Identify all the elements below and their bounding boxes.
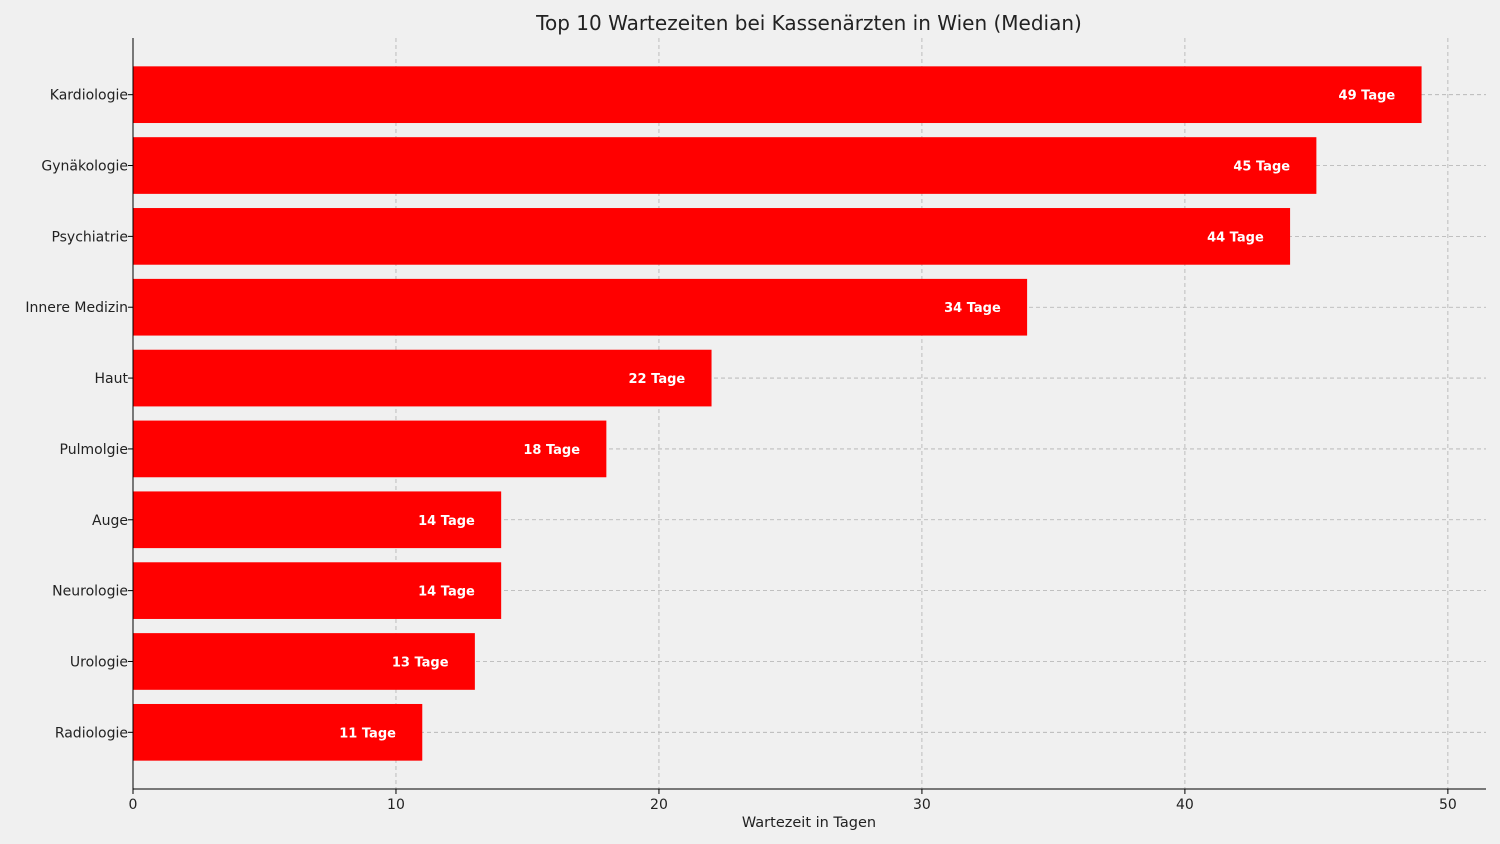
y-tick-label: Radiologie xyxy=(55,725,128,741)
y-tick-label: Neurologie xyxy=(52,584,128,600)
data-label: 22 Tage xyxy=(629,372,686,387)
data-label: 18 Tage xyxy=(523,443,580,458)
bar xyxy=(133,703,423,761)
bars xyxy=(133,66,1422,761)
data-label: 34 Tage xyxy=(944,301,1001,316)
y-tick-label: Kardiologie xyxy=(50,88,128,104)
x-axis-label: Wartezeit in Tagen xyxy=(742,815,876,831)
y-tick-label: Innere Medizin xyxy=(25,300,128,316)
bar xyxy=(133,66,1422,124)
x-tick-label: 0 xyxy=(129,797,138,813)
y-tick-labels: Kardiologie Gynäkologie Psychiatrie Innere … xyxy=(25,88,133,741)
bar xyxy=(133,420,607,478)
x-tick-labels: 0 10 20 30 40 50 xyxy=(129,789,1457,813)
y-tick-label: Gynäkologie xyxy=(41,159,128,175)
x-tick-label: 30 xyxy=(913,797,931,813)
data-label: 13 Tage xyxy=(392,655,449,670)
bar xyxy=(133,208,1291,265)
bar xyxy=(133,278,1028,336)
y-tick-label: Pulmolgie xyxy=(60,442,128,458)
bar xyxy=(133,137,1317,194)
bar xyxy=(133,562,502,619)
data-label: 11 Tage xyxy=(339,726,396,741)
data-labels: 49 Tage 45 Tage 44 Tage 34 Tage 22 Tage 18 Ta… xyxy=(339,89,1395,742)
bar xyxy=(133,491,502,549)
data-label: 45 Tage xyxy=(1233,160,1290,175)
y-tick-label: Auge xyxy=(92,513,128,529)
y-tick-label: Haut xyxy=(95,371,129,387)
bar xyxy=(133,349,712,407)
x-tick-label: 10 xyxy=(387,797,405,813)
data-label: 44 Tage xyxy=(1207,230,1264,245)
y-tick-label: Urologie xyxy=(70,654,128,670)
x-tick-label: 40 xyxy=(1176,797,1194,813)
x-tick-label: 20 xyxy=(650,797,668,813)
data-label: 14 Tage xyxy=(418,514,475,529)
data-label: 14 Tage xyxy=(418,585,475,600)
bar xyxy=(133,633,475,690)
chart-title: Top 10 Wartezeiten bei Kassenärzten in W… xyxy=(535,11,1082,35)
y-tick-label: Psychiatrie xyxy=(51,229,128,245)
x-tick-label: 50 xyxy=(1439,797,1457,813)
data-label: 49 Tage xyxy=(1339,89,1396,104)
